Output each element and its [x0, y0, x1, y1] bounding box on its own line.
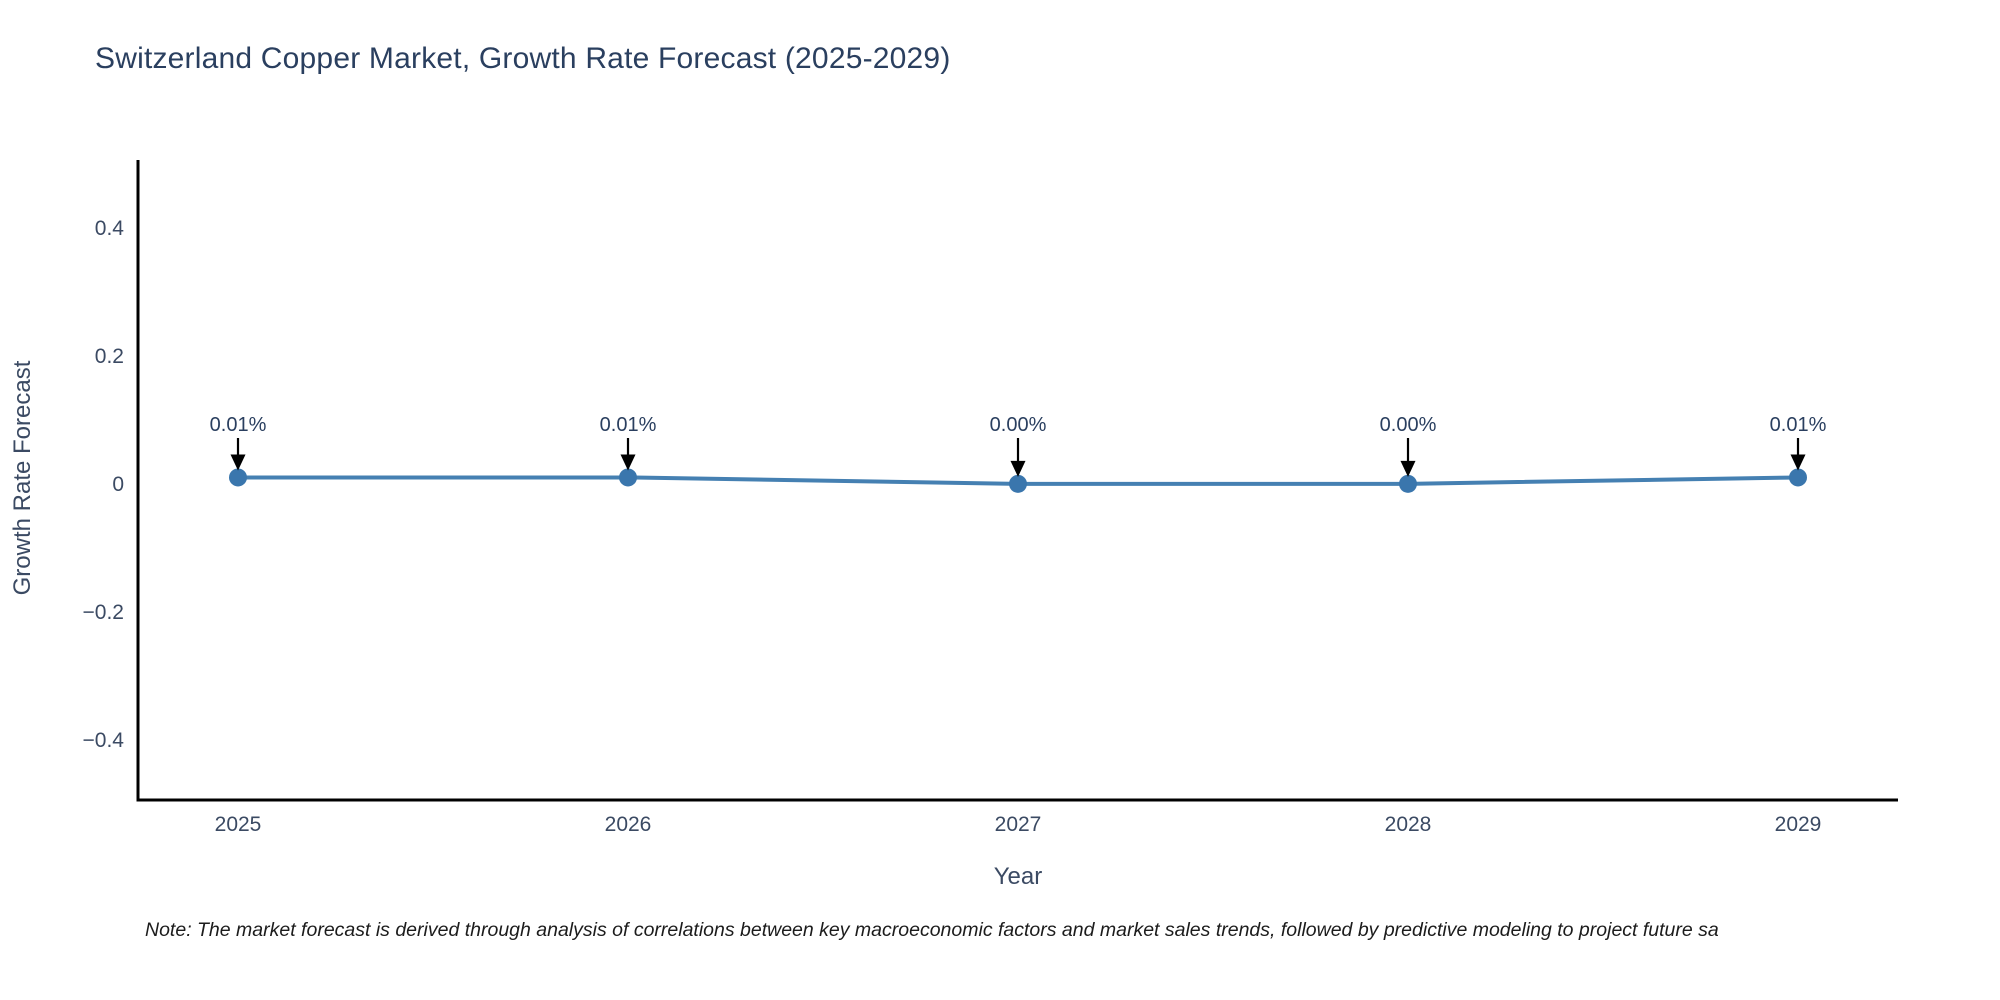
annotation-label: 0.00%	[1380, 414, 1437, 436]
x-tick-label: 2025	[215, 813, 262, 836]
y-tick-label: −0.4	[83, 729, 125, 752]
annotation-arrow-head	[1400, 460, 1416, 477]
x-tick-label: 2026	[605, 813, 652, 836]
annotation-arrow-head	[1790, 454, 1806, 471]
annotation-label: 0.01%	[1770, 414, 1827, 436]
annotation-label: 0.01%	[600, 414, 657, 436]
y-axis-title: Growth Rate Forecast	[9, 360, 36, 595]
y-tick-label: 0.2	[95, 345, 124, 368]
data-point-2027[interactable]	[1009, 474, 1027, 493]
data-point-2025[interactable]	[229, 468, 247, 487]
data-point-2029[interactable]	[1789, 468, 1807, 487]
x-tick-label: 2028	[1385, 813, 1432, 836]
annotation-label: 0.00%	[990, 414, 1047, 436]
annotation-arrow-head	[230, 454, 246, 471]
footnote: Note: The market forecast is derived thr…	[145, 919, 1719, 941]
x-tick-label: 2029	[1775, 813, 1822, 836]
data-point-2026[interactable]	[619, 468, 637, 487]
x-axis-title: Year	[994, 863, 1043, 890]
chart-title: Switzerland Copper Market, Growth Rate F…	[95, 42, 951, 75]
y-tick-label: 0	[112, 473, 124, 496]
annotation-arrow-head	[620, 454, 636, 471]
data-point-2028[interactable]	[1399, 474, 1417, 493]
annotation-arrow-head	[1010, 460, 1026, 477]
y-tick-label: 0.4	[95, 217, 125, 240]
x-tick-label: 2027	[995, 813, 1042, 836]
generated-chart-layer: 0.01% 0.01% 0.00% 0.00% 0.01% 0.4 0.2 0 −0.2 −0.4…	[83, 160, 1898, 836]
y-tick-label: −0.2	[83, 601, 124, 624]
annotation-label: 0.01%	[210, 414, 267, 436]
